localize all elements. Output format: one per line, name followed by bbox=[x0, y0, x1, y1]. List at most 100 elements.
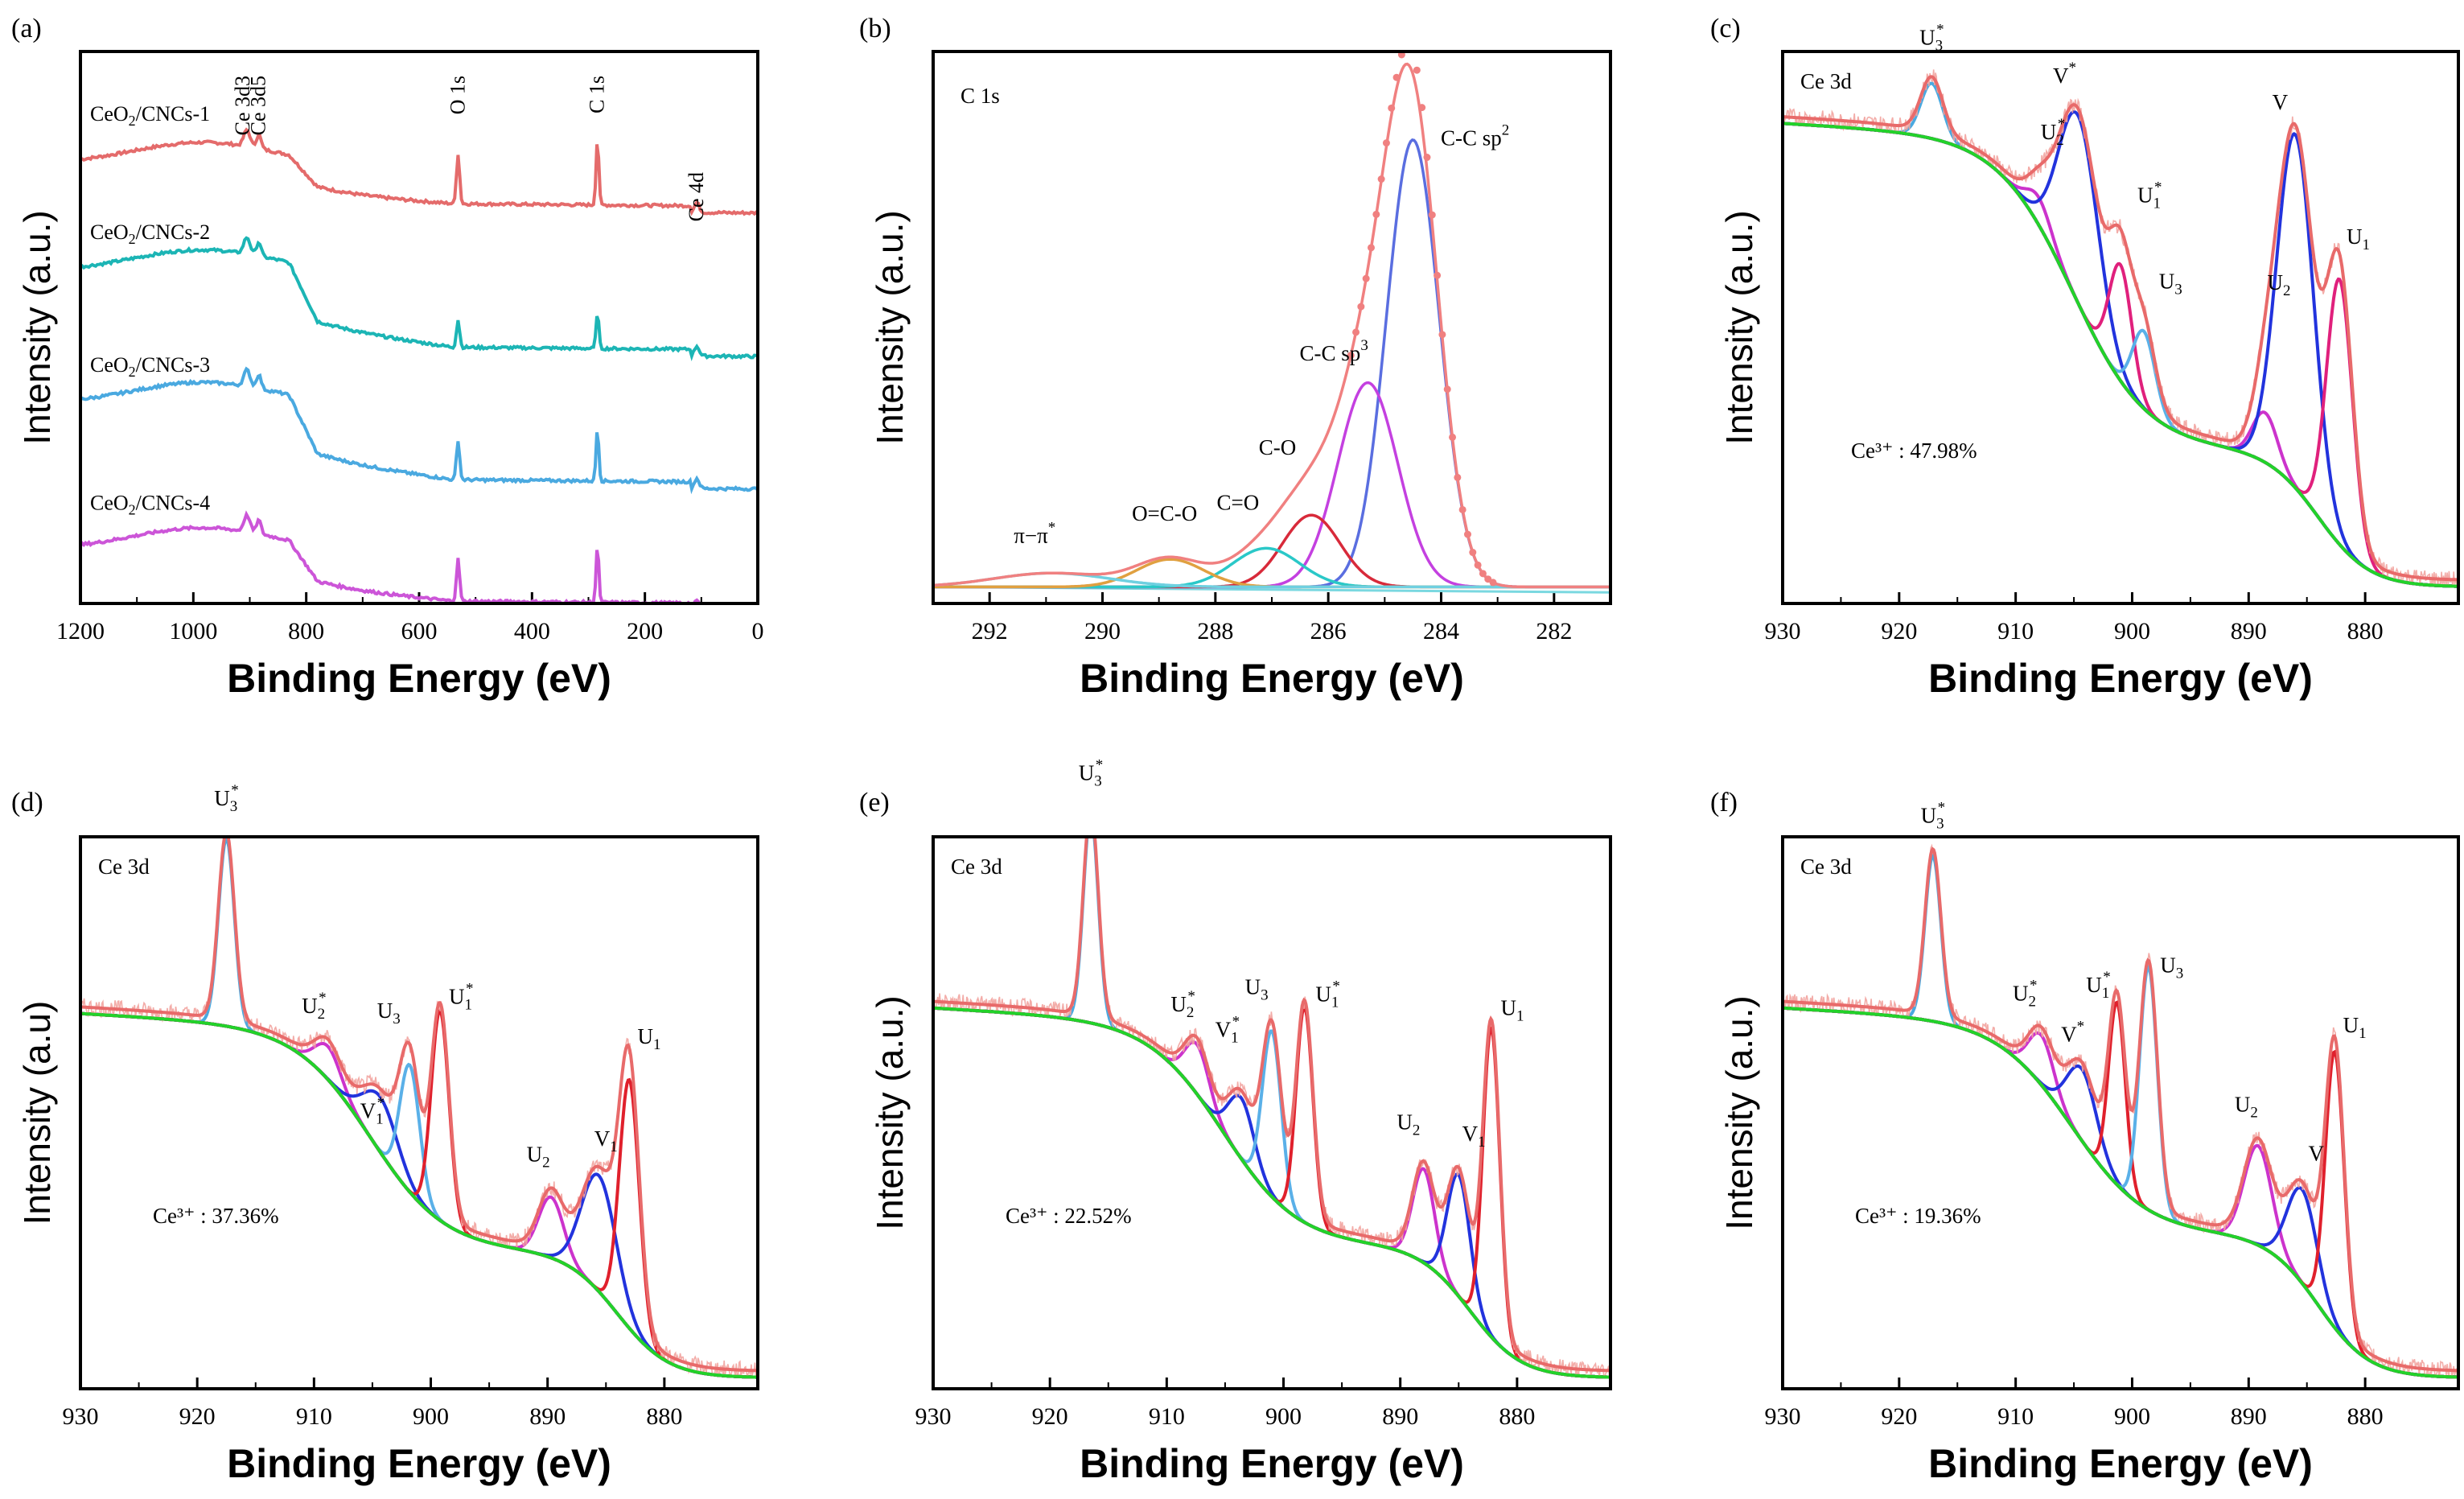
x-tick-label: 890 bbox=[2231, 1403, 2267, 1430]
background-line bbox=[935, 1006, 1609, 1379]
x-axis-label: Binding Energy (eV) bbox=[1080, 656, 1464, 701]
raw-data-point bbox=[1458, 505, 1466, 513]
raw-data-point bbox=[1449, 433, 1457, 441]
raw-data-point bbox=[1413, 66, 1421, 74]
x-tick-label: 290 bbox=[1084, 618, 1121, 644]
raw-spectrum bbox=[1784, 69, 2457, 587]
x-tick-label: 910 bbox=[1149, 1403, 1185, 1430]
ce3-ratio: Ce³⁺ : 37.36% bbox=[153, 1204, 279, 1228]
raw-data-point bbox=[1428, 211, 1436, 219]
x-tick-label: 1200 bbox=[56, 618, 105, 644]
peak-label: C 1s bbox=[586, 76, 609, 113]
plot-frame bbox=[79, 835, 759, 1390]
y-axis-label: Intensity (a.u) bbox=[16, 1001, 58, 1225]
envelope-line bbox=[82, 838, 756, 1373]
y-axis-label: Intensity (a.u.) bbox=[1718, 995, 1760, 1229]
component-peak bbox=[1784, 852, 2457, 1379]
component-label: C-O bbox=[1259, 435, 1297, 459]
series-label: CeO2/CNCs-2 bbox=[90, 220, 210, 247]
plot-area bbox=[935, 40, 1609, 594]
peak-label: V* bbox=[2053, 60, 2076, 88]
raw-data-point bbox=[1418, 104, 1426, 112]
x-axis-label: Binding Energy (eV) bbox=[1928, 656, 2313, 701]
peak-label: U2 bbox=[527, 1142, 550, 1171]
peak-label: V1 bbox=[594, 1126, 618, 1155]
plot-area bbox=[935, 838, 1609, 1379]
x-tick-label: 284 bbox=[1423, 618, 1459, 644]
peak-label: Ce 4d bbox=[685, 172, 708, 221]
peak-label: U1* bbox=[2137, 179, 2162, 212]
panel-d: (d) 930 920 910 900 890 880 Binding Energy (eV)… bbox=[11, 782, 759, 1486]
peak-label: V1 bbox=[1462, 1122, 1486, 1151]
plot-area bbox=[82, 127, 756, 602]
x-tick-label: 282 bbox=[1536, 618, 1572, 644]
x-tick-label: 930 bbox=[1765, 1403, 1801, 1430]
raw-data-point bbox=[1474, 561, 1482, 569]
peak-label: U1* bbox=[1315, 978, 1340, 1011]
panel-title: Ce 3d bbox=[1800, 69, 1852, 93]
peak-label: U2* bbox=[302, 990, 327, 1023]
panel-label: (a) bbox=[11, 14, 42, 43]
x-tick-label: 900 bbox=[1265, 1403, 1302, 1430]
peak-label: Ce 3d3 bbox=[231, 76, 254, 135]
x-tick-label: 920 bbox=[1032, 1403, 1068, 1430]
raw-data-point bbox=[1392, 73, 1401, 81]
ce3-ratio: Ce³⁺ : 22.52% bbox=[1006, 1204, 1132, 1228]
x-tick-label: 880 bbox=[2347, 1403, 2384, 1430]
raw-data-point bbox=[1484, 575, 1492, 583]
x-tick-label: 880 bbox=[2347, 618, 2384, 644]
peak-label: V bbox=[2309, 1142, 2325, 1166]
x-tick-label: 900 bbox=[2114, 1403, 2150, 1430]
raw-data-point bbox=[1397, 53, 1405, 59]
ce3-ratio: Ce³⁺ : 47.98% bbox=[1851, 439, 1977, 463]
x-tick-label: 900 bbox=[413, 1403, 449, 1430]
envelope-line bbox=[1784, 846, 2457, 1373]
y-axis-label: Intensity (a.u.) bbox=[869, 995, 911, 1229]
peak-label: V1* bbox=[1216, 1013, 1240, 1046]
panel-label: (d) bbox=[11, 788, 43, 817]
plot-frame bbox=[79, 50, 759, 605]
peak-label: U2 bbox=[2267, 270, 2290, 299]
series-label: CeO2/CNCs-4 bbox=[90, 491, 210, 517]
peak-label: U2 bbox=[1397, 1110, 1420, 1139]
series-line-4 bbox=[82, 510, 701, 602]
series-line-3 bbox=[82, 366, 756, 495]
raw-data-point bbox=[1403, 40, 1410, 47]
envelope-line bbox=[1784, 75, 2457, 582]
background-line bbox=[1784, 1006, 2457, 1379]
panel-a: (a) 1200 1000 800 600 400 200 0 Binding Energy (… bbox=[11, 14, 764, 701]
panel-title: Ce 3d bbox=[98, 855, 150, 879]
x-tick-label: 890 bbox=[529, 1403, 566, 1430]
panel-b: (b) 292 290 288 286 284 282 Binding Energy (eV)… bbox=[859, 14, 1612, 701]
panel-c: (c) 930 920 910 900 890 880 Binding Energy (eV)… bbox=[1710, 14, 2460, 701]
raw-data-point bbox=[1443, 385, 1451, 393]
peak-label: V* bbox=[2061, 1018, 2084, 1046]
component-C-C sp3 bbox=[935, 381, 1609, 589]
series-label: CeO2/CNCs-3 bbox=[90, 353, 210, 380]
panel-label: (f) bbox=[1710, 788, 1738, 817]
raw-data-point bbox=[1454, 473, 1462, 481]
component-label: O=C-O bbox=[1132, 501, 1197, 525]
x-tick-label: 286 bbox=[1310, 618, 1347, 644]
component-peak bbox=[1784, 109, 2457, 588]
raw-data-point bbox=[1423, 154, 1431, 162]
peak-label: U3* bbox=[1919, 22, 1944, 55]
plot-area bbox=[1784, 69, 2457, 588]
y-axis-label: Intensity (a.u.) bbox=[869, 210, 911, 444]
component-peak bbox=[82, 1011, 756, 1379]
raw-data-point bbox=[1367, 244, 1375, 252]
x-tick-label: 292 bbox=[972, 618, 1008, 644]
component-peak bbox=[1784, 81, 2457, 588]
x-tick-label: 890 bbox=[2231, 618, 2267, 644]
x-tick-label: 880 bbox=[1499, 1403, 1535, 1430]
x-axis-label: Binding Energy (eV) bbox=[227, 1441, 611, 1486]
x-tick-label: 920 bbox=[179, 1403, 216, 1430]
raw-data-point bbox=[1377, 175, 1385, 183]
peak-label: U1 bbox=[2343, 1013, 2367, 1042]
background-line bbox=[82, 1011, 756, 1379]
envelope-line bbox=[935, 62, 1609, 589]
peak-label: O 1s bbox=[446, 76, 469, 114]
background-line bbox=[1784, 121, 2457, 588]
plot-frame bbox=[932, 835, 1612, 1390]
